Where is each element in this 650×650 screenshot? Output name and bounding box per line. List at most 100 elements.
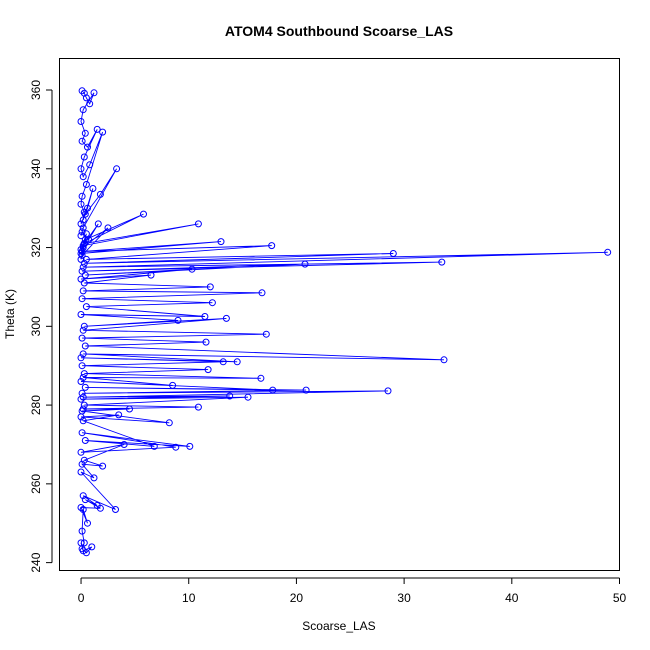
data-point bbox=[81, 236, 89, 244]
data-point bbox=[77, 504, 85, 511]
data-point bbox=[82, 94, 90, 102]
chart-title: ATOM4 Southbound Scoarse_LAS bbox=[225, 23, 453, 39]
data-point bbox=[80, 259, 88, 267]
y-axis-label: Theta (K) bbox=[3, 289, 17, 339]
data-point bbox=[204, 366, 212, 374]
data-point bbox=[78, 192, 86, 200]
data-point bbox=[77, 539, 85, 547]
data-point bbox=[79, 417, 87, 425]
data-point bbox=[77, 448, 85, 456]
data-point bbox=[150, 442, 158, 450]
x-tick-label: 40 bbox=[505, 591, 519, 605]
data-point bbox=[81, 271, 89, 279]
data-point bbox=[302, 386, 310, 394]
data-point bbox=[82, 255, 90, 263]
data-point bbox=[80, 322, 88, 330]
data-point bbox=[81, 129, 89, 137]
data-point bbox=[79, 326, 87, 334]
data-point bbox=[126, 405, 133, 413]
data-point bbox=[258, 289, 266, 297]
data-point bbox=[269, 386, 277, 394]
data-point bbox=[81, 496, 89, 504]
x-tick-label: 30 bbox=[397, 591, 411, 605]
data-point bbox=[206, 283, 214, 291]
data-point bbox=[438, 258, 446, 266]
series-layer bbox=[77, 87, 612, 557]
data-point bbox=[77, 354, 85, 362]
data-point bbox=[112, 506, 119, 513]
data-point bbox=[77, 468, 85, 476]
data-point bbox=[82, 181, 90, 188]
data-point bbox=[226, 392, 234, 400]
data-point bbox=[222, 314, 230, 322]
data-point bbox=[81, 383, 89, 391]
data-point bbox=[78, 362, 86, 370]
data-point bbox=[262, 330, 270, 338]
data-point bbox=[201, 313, 209, 320]
data-point bbox=[80, 279, 88, 287]
series-line bbox=[80, 90, 608, 554]
data-point bbox=[88, 543, 96, 551]
data-point bbox=[268, 242, 276, 250]
data-point bbox=[86, 161, 94, 169]
x-tick-label: 0 bbox=[78, 591, 85, 605]
data-point bbox=[79, 506, 87, 513]
data-point bbox=[81, 342, 89, 350]
data-point bbox=[79, 244, 87, 251]
data-point bbox=[79, 350, 87, 358]
data-point bbox=[79, 287, 87, 295]
data-point bbox=[113, 165, 121, 173]
data-point bbox=[120, 441, 128, 448]
data-point bbox=[194, 220, 202, 228]
data-point bbox=[84, 204, 91, 212]
data-point bbox=[99, 462, 107, 470]
data-point bbox=[140, 210, 147, 218]
data-point bbox=[89, 185, 97, 192]
data-point bbox=[147, 271, 155, 279]
data-point bbox=[233, 358, 241, 366]
data-point bbox=[79, 216, 87, 224]
data-point bbox=[78, 334, 86, 342]
data-point bbox=[384, 387, 392, 395]
data-point bbox=[93, 125, 101, 133]
data-point bbox=[77, 378, 85, 385]
data-point bbox=[79, 224, 87, 232]
x-tick-label: 10 bbox=[182, 591, 196, 605]
data-point bbox=[80, 456, 88, 464]
data-point bbox=[104, 224, 112, 232]
data-point bbox=[79, 393, 87, 401]
data-point bbox=[78, 295, 86, 303]
data-point bbox=[172, 443, 180, 451]
y-tick-label: 280 bbox=[29, 395, 43, 415]
data-point bbox=[86, 100, 94, 108]
x-tick-label: 20 bbox=[290, 591, 304, 605]
data-point bbox=[77, 413, 85, 421]
y-tick-label: 260 bbox=[29, 474, 43, 494]
plot-area-frame bbox=[59, 58, 620, 571]
data-point bbox=[208, 299, 216, 307]
data-point bbox=[81, 210, 89, 218]
y-tick-label: 240 bbox=[29, 552, 43, 572]
data-point bbox=[202, 338, 210, 346]
data-point bbox=[188, 265, 196, 273]
data-point bbox=[78, 248, 86, 255]
data-point bbox=[604, 248, 612, 256]
data-point bbox=[79, 492, 87, 500]
y-tick-label: 320 bbox=[29, 237, 43, 257]
data-point bbox=[96, 504, 104, 512]
data-point bbox=[80, 153, 88, 161]
data-point bbox=[78, 460, 86, 468]
data-point bbox=[79, 106, 87, 114]
data-point bbox=[96, 190, 104, 198]
data-point bbox=[80, 370, 88, 378]
data-point bbox=[115, 411, 123, 419]
data-point bbox=[78, 429, 86, 437]
data-point bbox=[78, 527, 86, 535]
data-point bbox=[186, 442, 194, 450]
data-point bbox=[174, 316, 182, 324]
data-point bbox=[84, 519, 91, 527]
data-point bbox=[90, 89, 98, 97]
y-axis: 240 260 280 300 320 340 360 bbox=[29, 80, 53, 573]
data-point bbox=[169, 381, 177, 389]
